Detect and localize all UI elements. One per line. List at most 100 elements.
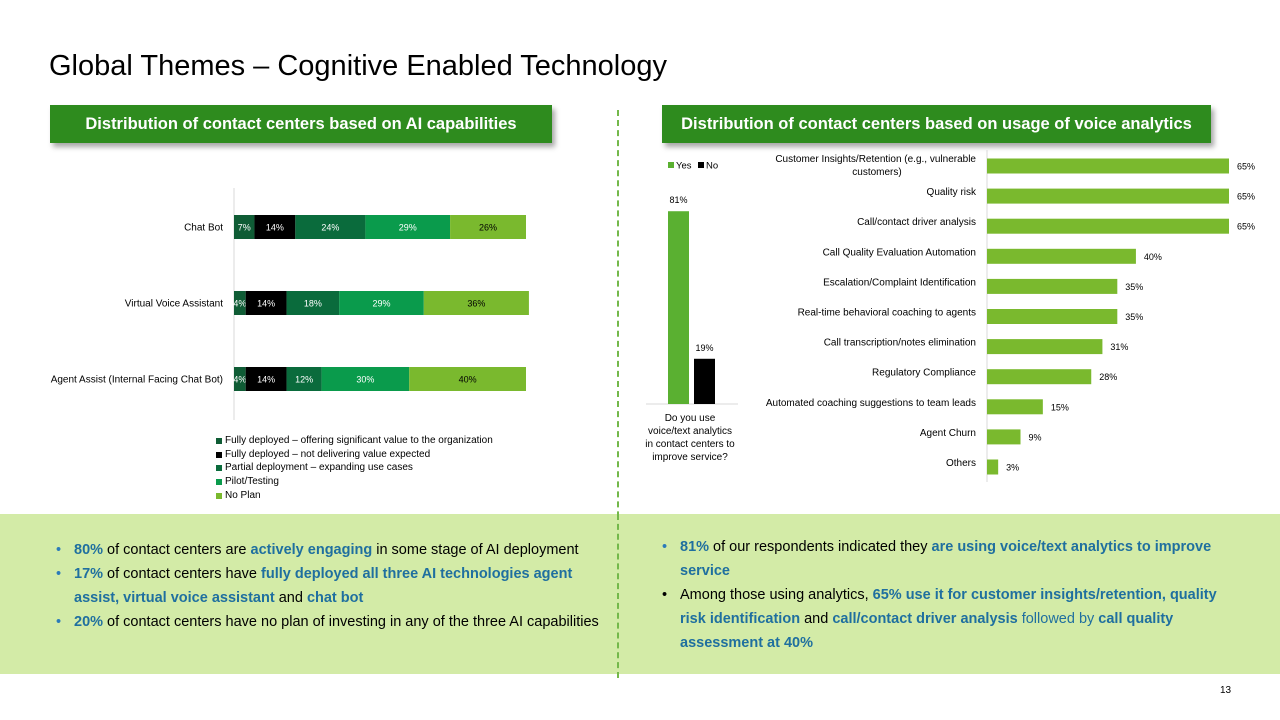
data-label: 36%	[467, 299, 485, 309]
data-label: 35%	[1125, 312, 1143, 322]
category-label: Call transcription/notes elimination	[824, 338, 976, 349]
legend-item-pilot-testing: Pilot/Testing	[216, 475, 493, 489]
data-label: 28%	[1099, 372, 1117, 382]
category-label: Do you use	[665, 413, 716, 424]
category-label: improve service?	[652, 452, 728, 463]
bullet-text: followed by	[1017, 611, 1099, 627]
category-label: Real-time behavioral coaching to agents	[798, 308, 976, 319]
highlighted-text: chat bot	[306, 590, 364, 606]
highlighted-text: fully deployed all three AI technologies…	[74, 566, 573, 606]
summary-bullet: • 81% of our respondents indicated they a…	[656, 535, 1236, 583]
bullet-dot: •	[56, 566, 62, 582]
data-label: 65%	[1237, 162, 1255, 172]
legend-item-fully-deployed-offering-significant-value-to-the-organization: Fully deployed – offering significant va…	[216, 434, 493, 448]
category-label: voice/text analytics	[648, 426, 732, 437]
bar-segment-chat-bot-pilot-testing	[365, 215, 451, 239]
data-label: 15%	[1051, 402, 1069, 412]
category-label: Agent Churn	[920, 428, 976, 439]
highlighted-text: call/contact driver analysis	[832, 611, 1018, 627]
category-label-continued: customers)	[852, 167, 901, 178]
bullet-dot: •	[56, 542, 62, 558]
data-label: 29%	[399, 223, 417, 233]
bar-regulatory-compliance	[987, 369, 1092, 385]
category-label: Quality risk	[927, 187, 977, 198]
bar-segment-agent-assist-internal-facing-chat-bot-fully-deployed-not-delivering-value-expected	[245, 367, 287, 391]
bar-segment-chat-bot-partial-deployment-expanding-use-cases	[295, 215, 366, 239]
voice-analytics-usage-chart: Yes No 81% 19% Do you use voice/text analytic…	[645, 161, 738, 463]
data-label: 30%	[356, 375, 374, 385]
legend-swatch	[216, 465, 222, 472]
legend-swatch	[216, 478, 222, 485]
data-label: 14%	[257, 299, 275, 309]
bar-others	[987, 459, 999, 475]
data-label: 14%	[257, 375, 275, 385]
data-label: 81%	[669, 195, 687, 205]
bar-call-quality-evaluation-automation	[987, 248, 1136, 264]
slide-title: Global Themes – Cognitive Enabled Techno…	[49, 50, 667, 82]
data-label: 14%	[266, 223, 284, 233]
bar-agent-churn	[987, 429, 1021, 445]
bar-no	[694, 358, 715, 404]
bar-segment-virtual-voice-assistant-fully-deployed-not-delivering-value-expected	[245, 291, 287, 315]
summary-divider	[617, 514, 619, 678]
bar-segment-agent-assist-internal-facing-chat-bot-pilot-testing	[321, 367, 410, 391]
data-label: 18%	[304, 299, 322, 309]
highlighted-text: 80%	[74, 542, 104, 558]
data-label: 65%	[1237, 222, 1255, 232]
legend-label: Fully deployed – offering significant va…	[225, 435, 493, 446]
bullet-dot: •	[662, 587, 668, 603]
category-label: Call/contact driver analysis	[857, 217, 976, 228]
bullet-text: and	[800, 611, 833, 627]
data-label: 4%	[233, 375, 246, 385]
category-label: Customer Insights/Retention (e.g., vulne…	[775, 154, 976, 165]
bullet-text: of contact centers are	[103, 542, 251, 558]
voice-analytics-purpose-chart: 65% Customer Insights/Retention (e.g., vu…	[766, 150, 1255, 482]
bar-segment-chat-bot-fully-deployed-not-delivering-value-expected	[254, 215, 296, 239]
data-label: 31%	[1110, 342, 1128, 352]
highlighted-text: 20%	[74, 614, 104, 630]
category-label: Escalation/Complaint Identification	[823, 277, 976, 288]
highlighted-text: call quality assessment at 40%	[680, 611, 1174, 651]
category-label: Others	[946, 458, 976, 469]
data-label: 40%	[459, 375, 477, 385]
page-number: 13	[1220, 685, 1232, 696]
data-label: 9%	[1029, 432, 1042, 442]
category-label: Virtual Voice Assistant	[125, 299, 223, 310]
legend-item-fully-deployed-not-delivering-value-expected: Fully deployed – not delivering value ex…	[216, 448, 493, 462]
data-label: 4%	[233, 299, 246, 309]
bullet-text: Among those using analytics,	[680, 587, 873, 603]
category-label: in contact centers to	[645, 439, 735, 450]
bar-automated-coaching-suggestions-to-team-leads	[987, 399, 1043, 415]
data-label: 19%	[695, 343, 713, 353]
bar-segment-chat-bot-no-plan	[450, 215, 526, 239]
data-label: 12%	[295, 375, 313, 385]
highlighted-text: are using voice/text analytics to improv…	[680, 539, 1212, 579]
ai-chart-legend: Fully deployed – offering significant va…	[216, 434, 493, 503]
bullet-text: in some stage of AI deployment	[372, 542, 579, 558]
bar-call-transcription-notes-elimination	[987, 339, 1103, 355]
summary-bullet: • 17% of contact centers have fully deplo…	[50, 562, 610, 610]
ai-summary-bullets: • 80% of contact centers are actively eng…	[50, 538, 610, 634]
data-label: 35%	[1125, 282, 1143, 292]
legend-label-no: No	[706, 161, 718, 172]
category-label: Call Quality Evaluation Automation	[823, 247, 976, 258]
bar-yes	[668, 211, 689, 404]
data-label: 40%	[1144, 252, 1162, 262]
bar-segment-virtual-voice-assistant-fully-deployed-offering-significant-value-to-the-organization	[234, 291, 246, 315]
legend-label-yes: Yes	[676, 161, 692, 172]
data-label: 24%	[321, 223, 339, 233]
legend-label: No Plan	[225, 489, 261, 501]
legend-item-no-plan: No Plan	[216, 489, 493, 503]
legend-swatch-yes	[668, 162, 674, 168]
legend-swatch	[216, 451, 222, 458]
ai-capabilities-header: Distribution of contact centers based on…	[50, 105, 552, 143]
bar-escalation-complaint-identification	[987, 278, 1118, 294]
bar-segment-chat-bot-fully-deployed-offering-significant-value-to-the-organization	[234, 215, 255, 239]
highlighted-text: actively engaging	[250, 542, 373, 558]
legend-label: Pilot/Testing	[225, 476, 279, 488]
data-label: 7%	[238, 223, 251, 233]
summary-bullet: • 20% of contact centers have no plan of …	[50, 610, 610, 634]
ai-capabilities-chart: Chat Bot 7% 14% 24% 29% 26% Virtual Voice Assi…	[51, 188, 529, 420]
bar-segment-agent-assist-internal-facing-chat-bot-no-plan	[409, 367, 526, 391]
summary-band	[0, 514, 1280, 674]
